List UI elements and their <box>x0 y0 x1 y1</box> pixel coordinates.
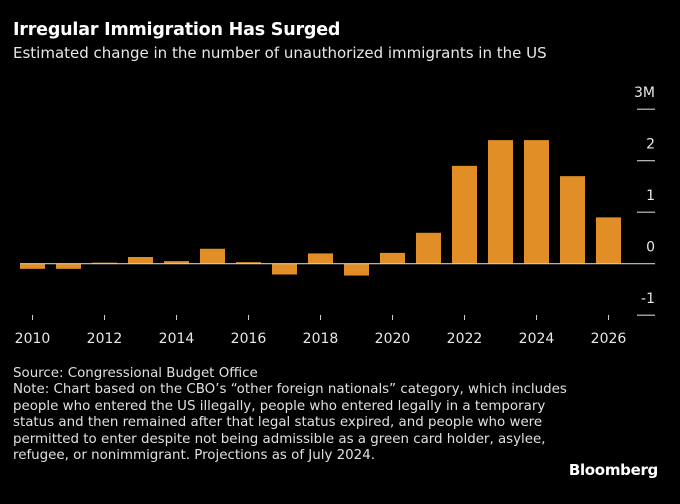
x-tick-label: 2012 <box>87 331 123 347</box>
bar-2015 <box>200 248 225 264</box>
x-tick-label: 2022 <box>447 331 483 347</box>
bar-2016 <box>236 262 261 264</box>
bar-2021 <box>416 232 441 264</box>
bar-2011 <box>56 263 81 269</box>
y-tick-label: 2 <box>646 137 655 153</box>
bar-2018 <box>308 253 333 264</box>
y-tick-label: 0 <box>646 240 655 256</box>
bar-2025 <box>560 176 585 264</box>
bar-2020 <box>380 252 405 264</box>
bar-2026 <box>596 217 621 264</box>
bar-chart: -1 0 1 2 3M 2010 2012 2014 2016 2018 2020 2022 2024 2… <box>15 85 655 347</box>
bar-2022 <box>452 165 477 264</box>
y-tick-label: -1 <box>641 291 655 307</box>
bar-2014 <box>164 261 189 264</box>
source-text: Source: Congressional Budget Office <box>13 366 258 381</box>
bar-2010 <box>20 263 45 269</box>
x-tick-label: 2014 <box>159 331 195 347</box>
chart-title: Irregular Immigration Has Surged <box>13 20 341 40</box>
bar-2023 <box>488 140 513 264</box>
x-tick-label: 2024 <box>519 331 555 347</box>
x-tick-label: 2016 <box>231 331 267 347</box>
y-tick-label: 1 <box>646 188 655 204</box>
bar-2017 <box>272 263 297 275</box>
bar-2024 <box>524 140 549 264</box>
footnote: Source: Congressional Budget Office Note… <box>13 366 573 464</box>
x-tick-label: 2026 <box>591 331 627 347</box>
x-tick-label: 2020 <box>375 331 411 347</box>
bar-2013 <box>128 257 153 264</box>
bar-2019 <box>344 263 369 276</box>
x-tick-label: 2010 <box>15 331 51 347</box>
x-tick-label: 2018 <box>303 331 339 347</box>
y-tick-label: 3M <box>634 85 655 101</box>
bloomberg-logo: Bloomberg <box>568 461 658 479</box>
chart-subtitle: Estimated change in the number of unauth… <box>13 44 547 62</box>
note-text: Note: Chart based on the CBO’s “other fo… <box>13 382 567 464</box>
